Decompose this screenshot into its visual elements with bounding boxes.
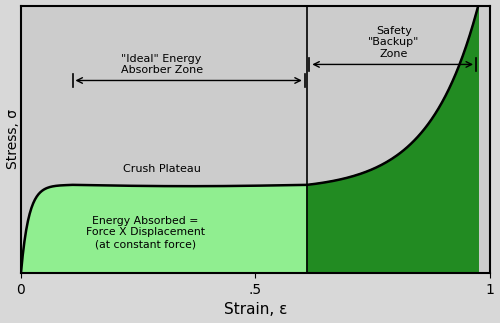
X-axis label: Strain, ε: Strain, ε bbox=[224, 302, 287, 318]
Text: Energy Absorbed =
Force X Displacement
(at constant force): Energy Absorbed = Force X Displacement (… bbox=[86, 216, 204, 249]
Text: Safety
"Backup"
Zone: Safety "Backup" Zone bbox=[368, 26, 420, 59]
Text: Crush Plateau: Crush Plateau bbox=[122, 164, 200, 174]
Polygon shape bbox=[21, 185, 307, 273]
Text: "Ideal" Energy
Absorber Zone: "Ideal" Energy Absorber Zone bbox=[120, 54, 202, 75]
Polygon shape bbox=[307, 5, 478, 273]
Y-axis label: Stress, σ: Stress, σ bbox=[6, 109, 20, 169]
